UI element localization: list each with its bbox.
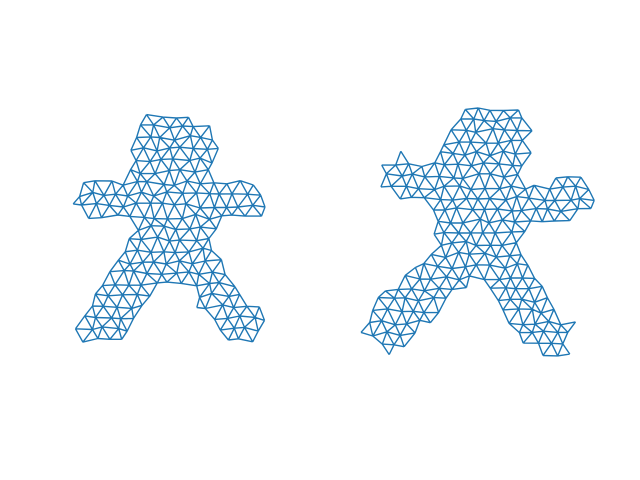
mesh — [72, 113, 266, 343]
mesh — [360, 107, 595, 357]
